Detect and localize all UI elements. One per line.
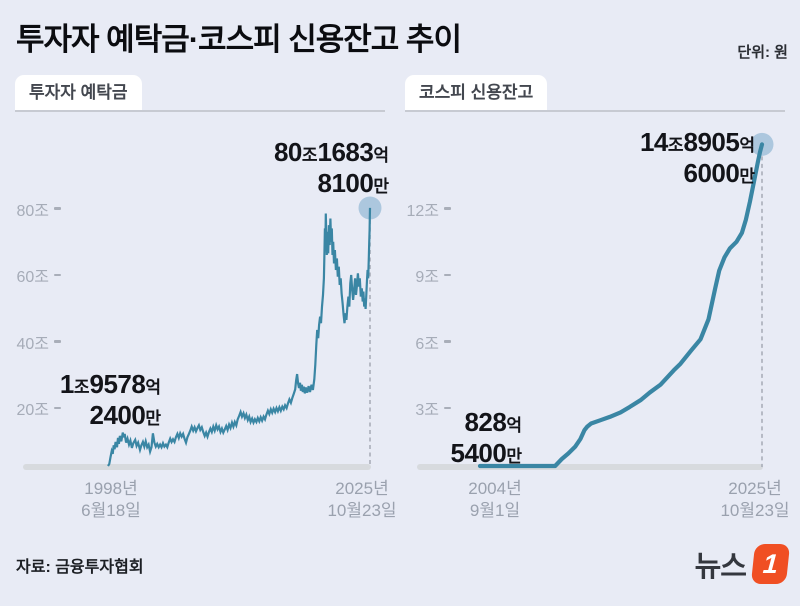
deposits-series-line: [107, 207, 372, 467]
logo-number: 1: [761, 548, 780, 579]
x-axis-end-date: 2025년 10월23일: [302, 478, 422, 522]
latest-value-annotation: 14조8905억 6000만: [639, 127, 755, 188]
news1-logo: 뉴스 1: [694, 543, 791, 585]
initial-value-annotation: 828억 5400만: [450, 407, 522, 468]
y-tick-20조: 20조: [16, 398, 61, 419]
line-chart-credit: [417, 132, 774, 470]
chart-tab-credit: 코스피 신용잔고: [405, 75, 548, 110]
start-year: 2004년: [468, 479, 522, 498]
y-tick-40조: 40조: [16, 332, 61, 353]
y-axis-deposits: 80조 60조 40조 20조: [15, 75, 61, 520]
y-tick-6조: 6조: [415, 332, 451, 353]
end-day: 10월23일: [327, 501, 397, 520]
credit-series-line: [477, 142, 765, 469]
chart-tab-deposits: 투자자 예탁금: [15, 75, 142, 110]
y-tick-9조: 9조: [415, 265, 451, 286]
start-day: 9월1일: [469, 501, 521, 520]
start-year: 1998년: [84, 479, 138, 498]
chart-tab-label: 코스피 신용잔고: [419, 83, 534, 102]
end-year: 2025년: [728, 479, 782, 498]
panel-divider: [405, 110, 785, 112]
x-axis-start-date: 1998년 6월18일: [51, 478, 171, 522]
chart-tab-label: 투자자 예탁금: [29, 83, 128, 102]
panel-divider: [15, 110, 385, 112]
chart-panel-kospi-credit: 코스피 신용잔고 12조 9조 6조 3조 14조8905억 6000만 828억 540…: [405, 75, 790, 522]
end-day: 10월23일: [720, 501, 790, 520]
page-title: 투자자 예탁금·코스피 신용잔고 추이: [16, 22, 462, 57]
logo-text: 뉴스: [694, 551, 747, 583]
source-credit: 자료: 금융투자협회: [16, 559, 144, 576]
y-tick-12조: 12조: [406, 199, 451, 220]
latest-value-annotation: 80조1683억 8100만: [273, 137, 389, 198]
chart-panel-investor-deposits: 투자자 예탁금 80조 60조 40조 20조 80조1683억 8100만 1조957…: [15, 75, 397, 522]
y-tick-3조: 3조: [415, 398, 451, 419]
line-chart-deposits: [23, 196, 382, 470]
x-axis-baseline: [23, 464, 371, 470]
y-axis-credit: 12조 9조 6조 3조: [405, 75, 451, 520]
logo-number-badge: 1: [750, 544, 791, 584]
y-tick-80조: 80조: [16, 199, 61, 220]
y-tick-60조: 60조: [16, 265, 61, 286]
start-day: 6월18일: [81, 501, 141, 520]
x-axis-end-date: 2025년 10월23일: [695, 478, 800, 522]
initial-value-annotation: 1조9578억 2400만: [59, 369, 161, 430]
x-axis-start-date: 2004년 9월1일: [435, 478, 555, 522]
unit-note: 단위: 원: [737, 44, 788, 61]
end-year: 2025년: [335, 479, 389, 498]
